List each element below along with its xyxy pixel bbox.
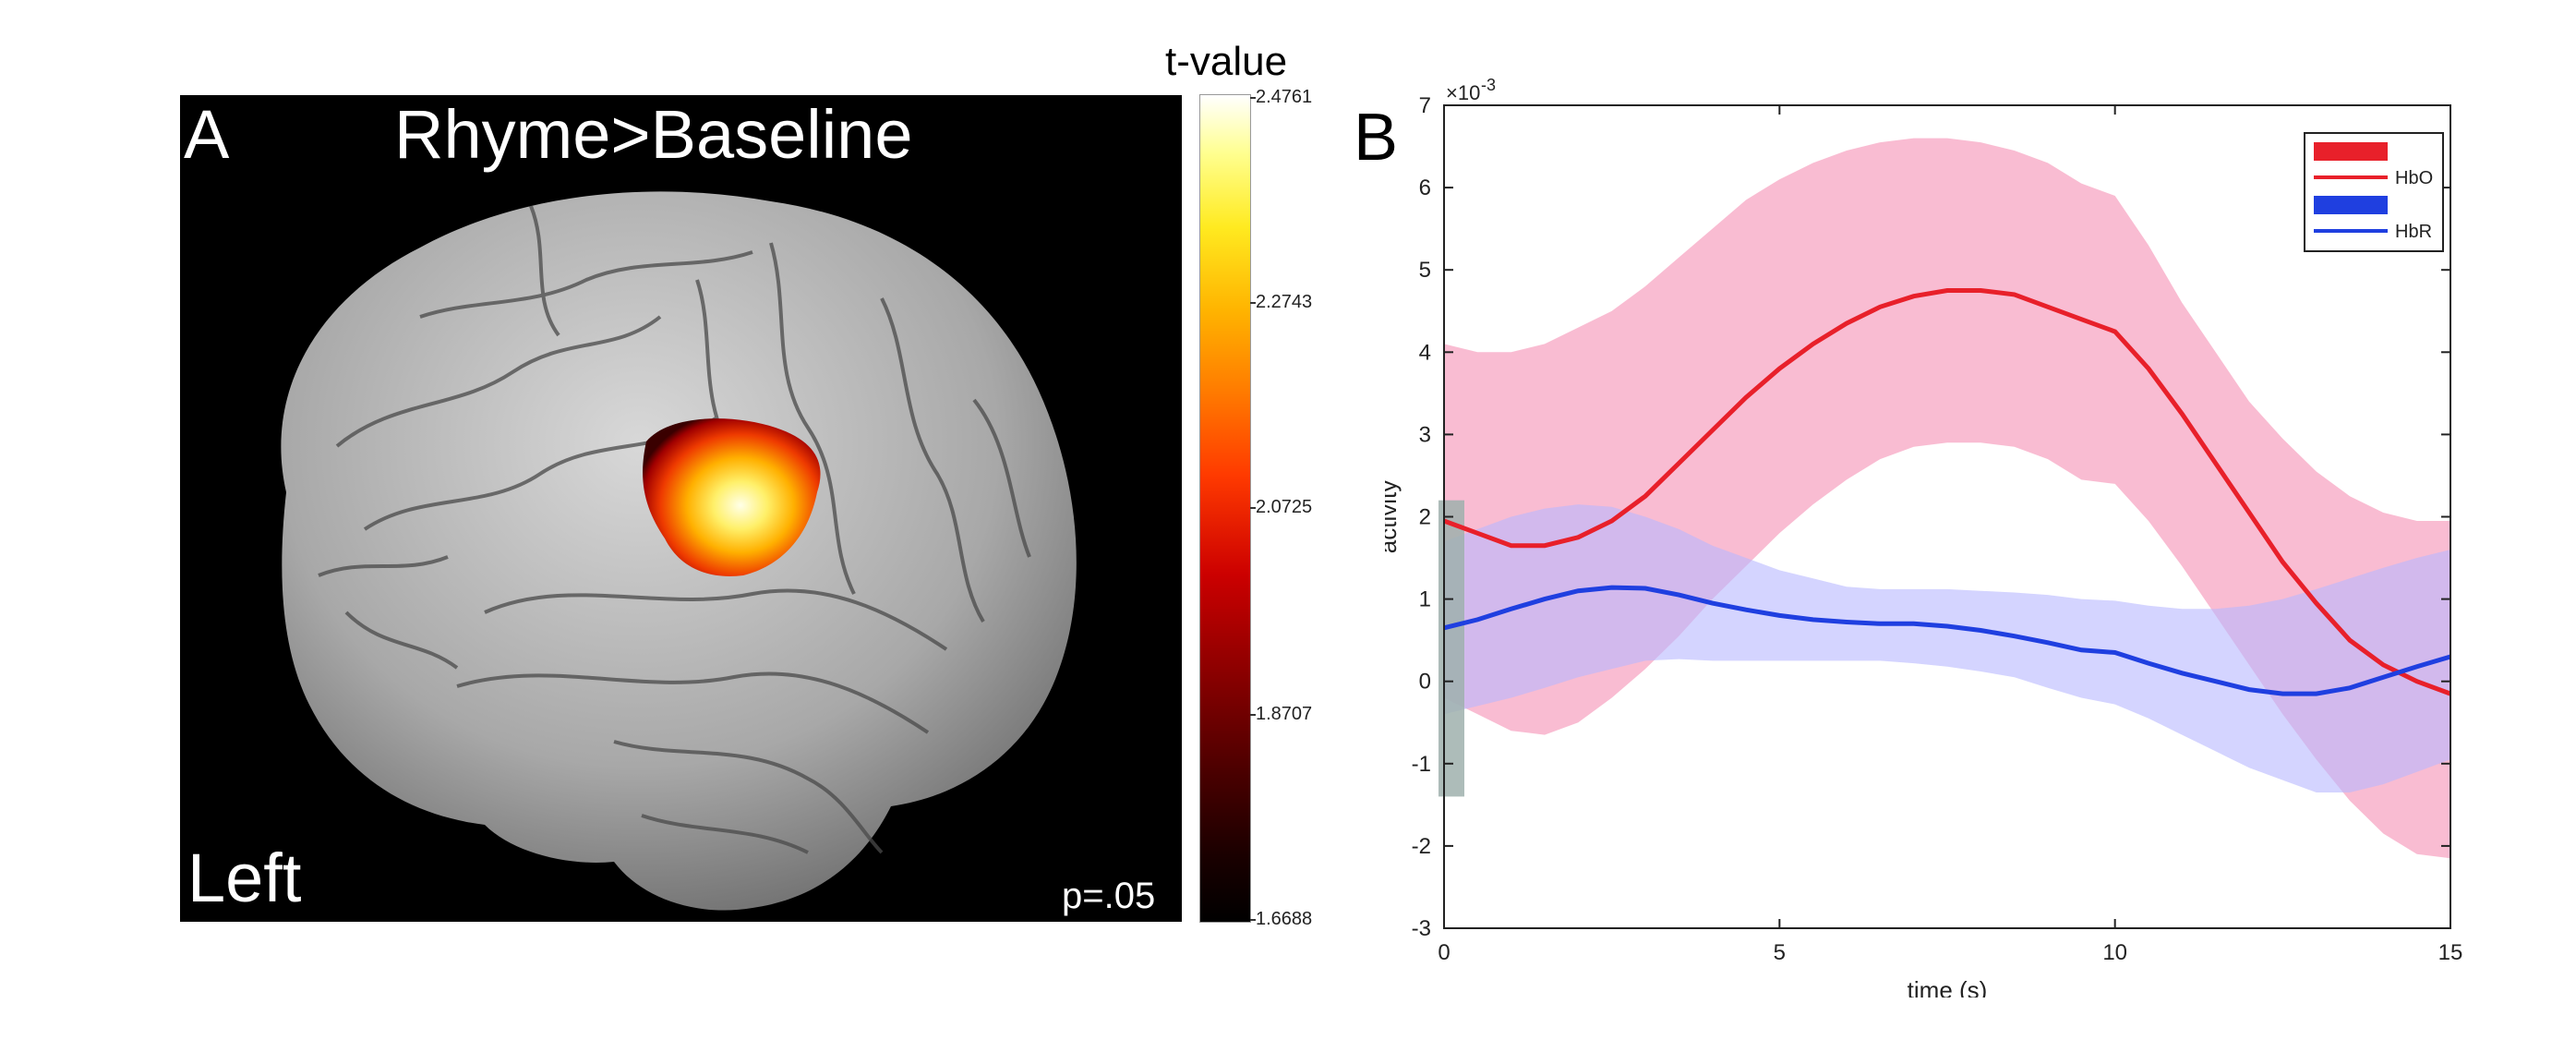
x-tick-label: 5 bbox=[1774, 940, 1786, 965]
activation-blob bbox=[643, 418, 821, 576]
y-tick-label: 0 bbox=[1419, 670, 1431, 695]
colorbar-tick-label: 1.8707 bbox=[1256, 704, 1313, 724]
x-tick-label: 15 bbox=[2438, 940, 2463, 965]
colorbar-tick-label: 2.2743 bbox=[1256, 292, 1313, 312]
colorbar-tick-mark bbox=[1250, 97, 1256, 99]
y-tick-label: -1 bbox=[1412, 752, 1431, 777]
legend-swatch-hbr bbox=[2314, 196, 2388, 214]
legend-swatch-hbo bbox=[2314, 142, 2388, 161]
hbo-line bbox=[1443, 288, 2451, 696]
y-exponent-power: -3 bbox=[1481, 76, 1496, 94]
colorbar bbox=[1199, 94, 1251, 923]
p-threshold-label: p=.05 bbox=[1062, 876, 1156, 916]
y-tick-label: 7 bbox=[1419, 93, 1431, 118]
colorbar-tick-mark bbox=[1250, 919, 1256, 921]
hbr-line bbox=[1443, 585, 2451, 696]
colorbar-tick-label: 2.4761 bbox=[1256, 87, 1313, 107]
x-tick-label: 10 bbox=[2102, 940, 2127, 965]
colorbar-tick-mark bbox=[1250, 714, 1256, 716]
brain-panel: A Rhyme>Baseline Left p=.05 bbox=[180, 95, 1182, 922]
panel-a-letter: A bbox=[184, 96, 230, 173]
y-tick-label: 3 bbox=[1419, 422, 1431, 447]
y-tick-label: 2 bbox=[1419, 505, 1431, 530]
y-tick-label: 6 bbox=[1419, 175, 1431, 200]
contrast-title: Rhyme>Baseline bbox=[394, 96, 913, 173]
y-tick-label: -3 bbox=[1412, 916, 1431, 941]
hemisphere-label: Left bbox=[187, 840, 302, 916]
colorbar-tick-label: 1.6688 bbox=[1256, 909, 1313, 929]
y-tick-label: 4 bbox=[1419, 340, 1431, 365]
y-tick-label: -2 bbox=[1412, 834, 1431, 859]
y-exponent-label: ×10 bbox=[1446, 81, 1480, 104]
x-axis-label: time (s) bbox=[1908, 976, 1988, 998]
x-tick-label: 0 bbox=[1438, 940, 1450, 965]
colorbar-tick-label: 2.0725 bbox=[1256, 497, 1313, 517]
onset-marker-bar bbox=[1438, 500, 1464, 797]
hbr-confidence-band bbox=[1444, 504, 2450, 792]
colorbar-tick-mark bbox=[1250, 507, 1256, 509]
hbo-confidence-band bbox=[1444, 138, 2450, 859]
brain-image bbox=[281, 191, 1077, 911]
colorbar-tick-mark bbox=[1250, 302, 1256, 304]
y-tick-label: 1 bbox=[1419, 587, 1431, 612]
legend-label-hbo: HbO bbox=[2395, 168, 2433, 188]
colorbar-title: t-value bbox=[1165, 39, 1288, 84]
legend-label-hbr: HbR bbox=[2395, 222, 2432, 242]
panel-b-letter: B bbox=[1354, 101, 1399, 175]
y-tick-label: 5 bbox=[1419, 258, 1431, 283]
y-axis-label: activity bbox=[1385, 480, 1402, 553]
